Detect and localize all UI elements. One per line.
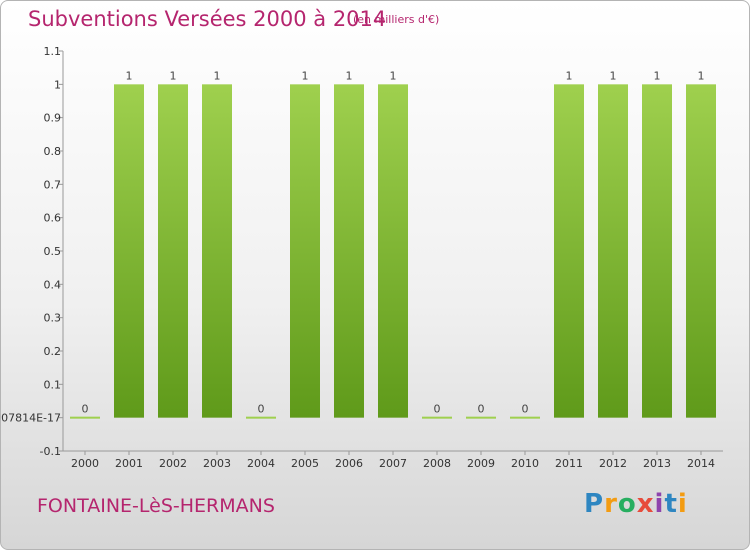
logo-letter: x [636,489,655,519]
bar [598,84,628,418]
chart-subtitle: (en milliers d'€) [353,13,440,26]
logo-letter: i [654,489,665,519]
bar [290,84,320,418]
bar [378,84,408,418]
x-tick-label: 2006 [335,457,363,470]
y-tick-label: 1.1 [44,45,62,58]
x-tick-label: 2003 [203,457,231,470]
bar [642,84,672,418]
chart-title: Subventions Versées 2000 à 2014 [28,7,387,31]
data-label: 1 [698,69,705,82]
x-tick-label: 2008 [423,457,451,470]
bar [334,84,364,418]
bar [422,416,452,419]
y-tick-label: 0.9 [44,112,62,125]
logo-letter: o [617,489,637,519]
y-tick-label: 0.3 [44,312,62,325]
x-tick-label: 2001 [115,457,143,470]
y-tick-label: -0.1 [40,445,61,458]
x-tick-label: 2009 [467,457,495,470]
x-tick-label: 2002 [159,457,187,470]
logo-letter: i [677,489,688,519]
x-tick-label: 2011 [555,457,583,470]
logo-letter: t [664,489,678,519]
data-label: 0 [82,403,89,416]
data-label: 1 [390,69,397,82]
x-tick-label: 2005 [291,457,319,470]
y-tick-label: 0.5 [44,245,62,258]
proxiti-logo: Proxiti [584,489,688,519]
x-tick-label: 2013 [643,457,671,470]
data-label: 1 [214,69,221,82]
data-label: 1 [170,69,177,82]
bar [246,416,276,419]
data-label: 0 [258,403,265,416]
y-tick-label: 0.7 [44,178,62,191]
x-tick-label: 2007 [379,457,407,470]
logo-letter: r [604,489,618,519]
logo-letter: P [584,489,605,519]
bar [686,84,716,418]
bar [114,84,144,418]
data-label: 1 [346,69,353,82]
data-label: 1 [126,69,133,82]
bar [70,416,100,419]
x-tick-label: 2004 [247,457,275,470]
data-label: 1 [566,69,573,82]
y-tick-label: 1.3877787807814E-17 [1,412,61,425]
y-tick-label: 0.4 [44,278,62,291]
bar [510,416,540,419]
data-label: 1 [302,69,309,82]
x-tick-label: 2010 [511,457,539,470]
data-label: 1 [654,69,661,82]
x-tick-label: 2012 [599,457,627,470]
y-tick-label: 0.1 [44,378,62,391]
data-label: 0 [434,403,441,416]
bar [202,84,232,418]
data-label: 0 [478,403,485,416]
commune-name: FONTAINE-LèS-HERMANS [37,495,275,517]
y-tick-label: 1 [54,78,61,91]
x-tick-label: 2000 [71,457,99,470]
bar [554,84,584,418]
bar [158,84,188,418]
x-tick-label: 2014 [687,457,715,470]
data-label: 0 [522,403,529,416]
y-tick-label: 0.2 [44,345,62,358]
y-tick-label: 0.8 [44,145,62,158]
bar [466,416,496,419]
data-label: 1 [610,69,617,82]
y-tick-label: 0.6 [44,212,62,225]
